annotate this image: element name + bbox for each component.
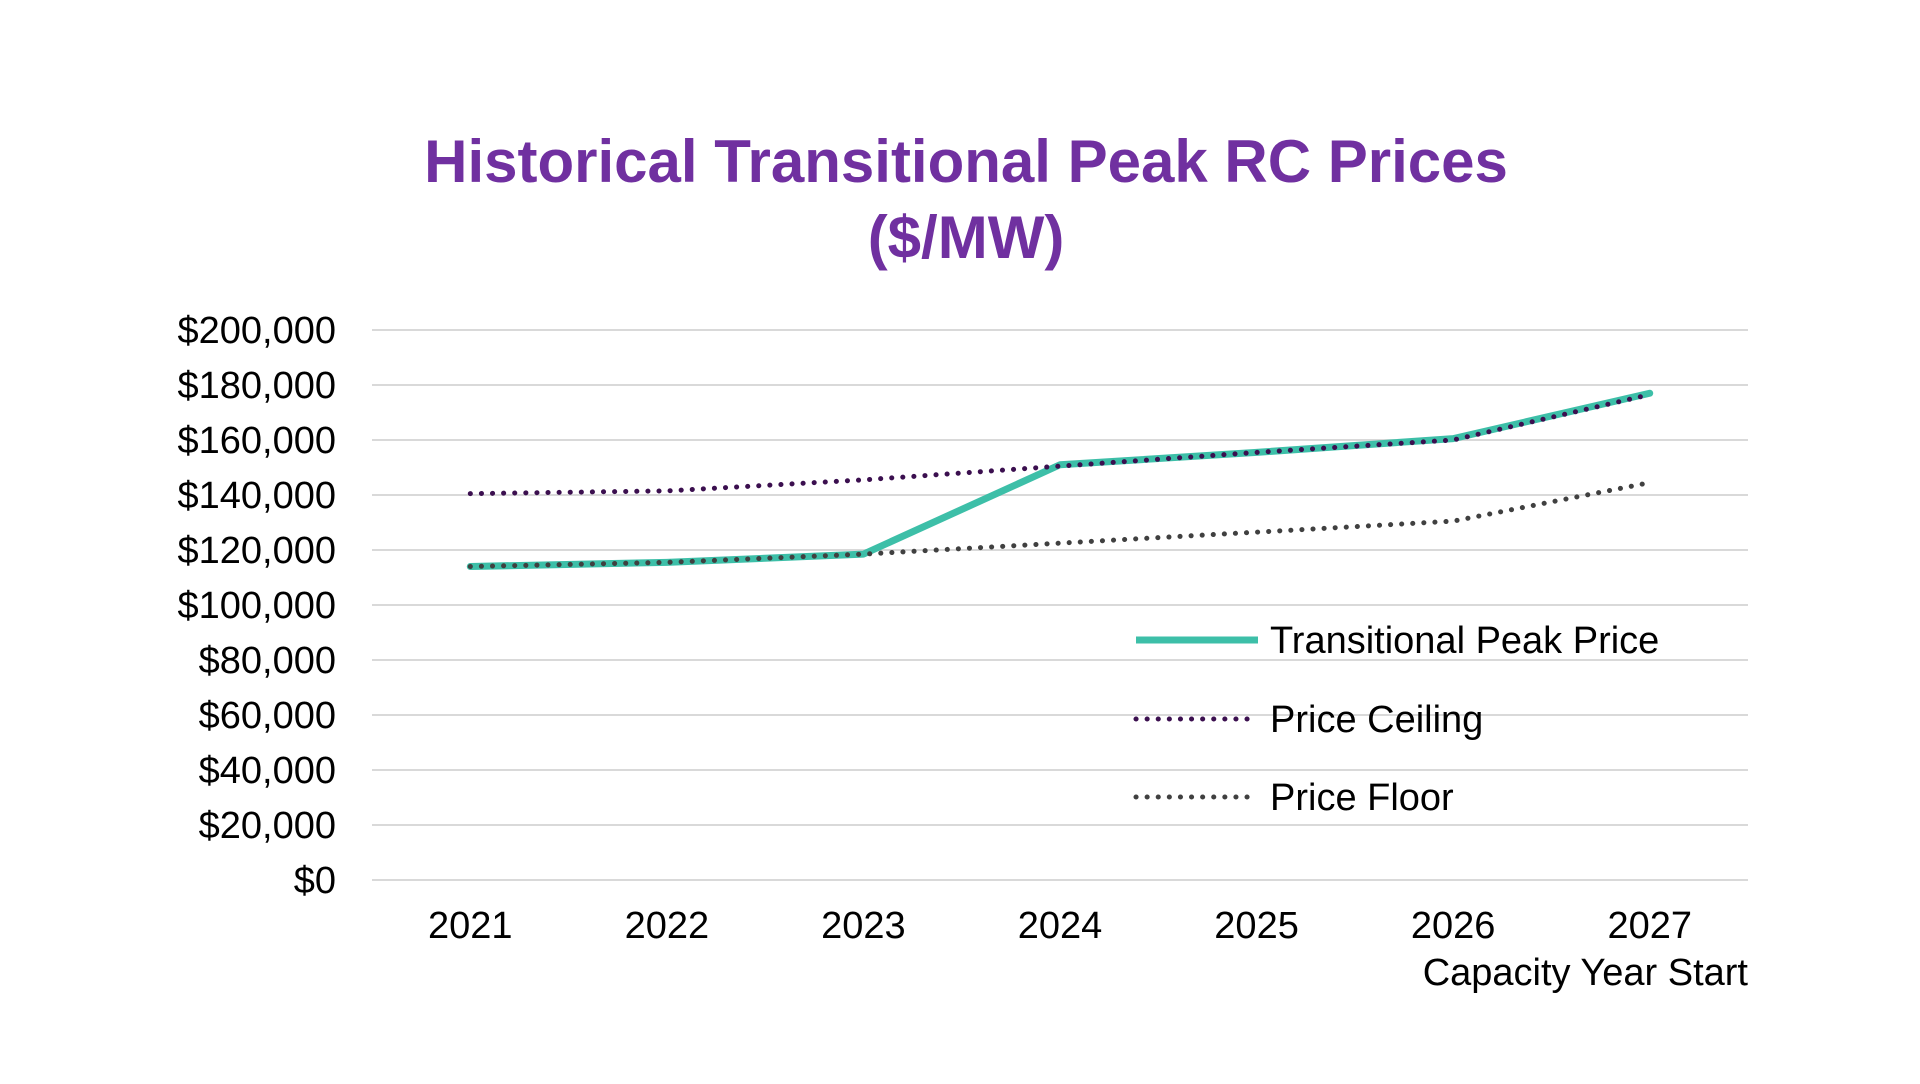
y-tick-label: $80,000 <box>199 640 336 682</box>
x-tick-label: 2021 <box>428 905 513 947</box>
legend-label: Price Floor <box>1270 777 1454 819</box>
chart-title-line-2: ($/MW) <box>868 204 1065 271</box>
x-tick-label: 2025 <box>1214 905 1299 947</box>
x-tick-label: 2023 <box>821 905 906 947</box>
y-tick-label: $40,000 <box>199 750 336 792</box>
series-line-transitional-peak-price <box>466 389 1654 570</box>
x-tick-label: 2022 <box>625 905 710 947</box>
y-tick-label: $120,000 <box>178 530 337 572</box>
y-tick-label: $0 <box>294 860 336 902</box>
y-tick-label: $160,000 <box>178 420 337 462</box>
y-tick-label: $140,000 <box>178 475 337 517</box>
gridlines <box>372 329 1748 881</box>
y-axis-tick-labels: $0 $20,000 $40,000 $60,000 $80,000 $100,000 $1… <box>178 310 337 902</box>
legend: Transitional Peak Price Price Ceiling Pric… <box>1133 620 1659 819</box>
x-tick-label: 2024 <box>1018 905 1103 947</box>
y-tick-label: $100,000 <box>178 585 337 627</box>
x-tick-label: 2027 <box>1607 905 1692 947</box>
x-tick-label: 2026 <box>1411 905 1496 947</box>
y-tick-label: $60,000 <box>199 695 336 737</box>
chart-title-line-1: Historical Transitional Peak RC Prices <box>424 128 1508 195</box>
x-axis-title: Capacity Year Start <box>1423 952 1749 994</box>
y-tick-label: $180,000 <box>178 365 337 407</box>
y-tick-label: $200,000 <box>178 310 337 352</box>
series-line-price-ceiling <box>467 392 1653 497</box>
series-layer <box>466 389 1654 570</box>
y-tick-label: $20,000 <box>199 805 336 847</box>
legend-label: Price Ceiling <box>1270 699 1483 741</box>
x-axis-tick-labels: 2021 2022 2023 2024 2025 2026 2027 <box>428 905 1692 947</box>
legend-label: Transitional Peak Price <box>1270 620 1659 662</box>
